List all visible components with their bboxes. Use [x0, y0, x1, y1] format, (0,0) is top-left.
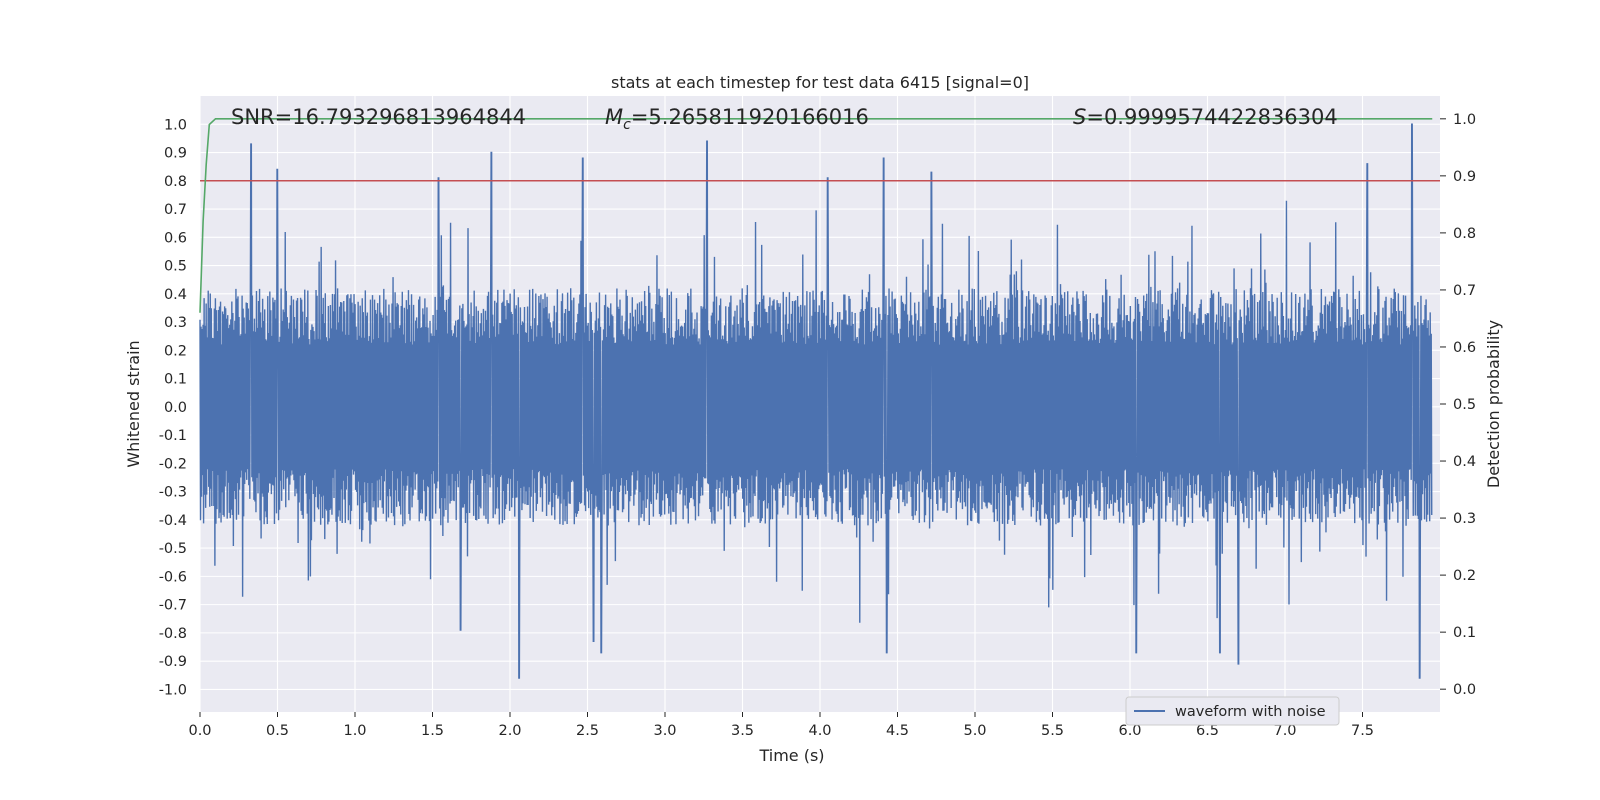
y-left-tick-label: 1.0 — [164, 117, 187, 133]
y-left-tick-label: 0.7 — [164, 202, 187, 218]
mc-value: =5.265811920166016 — [631, 105, 869, 129]
x-tick-label: 0.0 — [188, 723, 211, 739]
legend-label-waveform: waveform with noise — [1175, 704, 1326, 720]
y-right-tick-label: 0.6 — [1453, 340, 1476, 356]
x-tick-label: 3.0 — [653, 723, 676, 739]
y-left-tick-label: 0.4 — [164, 287, 187, 303]
mc-annotation: Mc=5.265811920166016 — [605, 105, 869, 133]
legend: waveform with noise — [1125, 696, 1340, 726]
s-symbol: S — [1073, 105, 1086, 129]
y-left-tick-label: 0.3 — [164, 315, 187, 331]
x-tick-label: 1.5 — [421, 723, 444, 739]
s-value: =0.9999574422836304 — [1086, 105, 1337, 129]
x-tick-label: 2.0 — [498, 723, 521, 739]
x-tick-label: 3.5 — [731, 723, 754, 739]
x-tick-label: 7.0 — [1273, 723, 1296, 739]
x-tick-label: 6.0 — [1118, 723, 1141, 739]
y-right-axis-label: Detection probability — [1484, 320, 1503, 488]
y-left-tick-label: -0.5 — [159, 541, 187, 557]
y-left-tick-label: -0.9 — [159, 654, 187, 670]
y-left-tick-label: 0.2 — [164, 343, 187, 359]
y-right-tick-label: 0.9 — [1453, 169, 1476, 185]
y-left-axis-label: Whitened strain — [124, 340, 143, 467]
y-right-tick-label: 0.3 — [1453, 511, 1476, 527]
y-right-tick-label: 0.8 — [1453, 226, 1476, 242]
y-left-tick-label: -1.0 — [159, 682, 187, 698]
y-right-tick-label: 0.5 — [1453, 397, 1476, 413]
y-left-tick-label: 0.1 — [164, 372, 187, 388]
y-left-tick-label: 0.8 — [164, 174, 187, 190]
y-right-tick-label: 0.7 — [1453, 283, 1476, 299]
y-left-tick-label: -0.6 — [159, 569, 187, 585]
x-tick-label: 7.5 — [1351, 723, 1374, 739]
x-axis-label: Time (s) — [758, 746, 824, 765]
x-tick-label: 6.5 — [1196, 723, 1219, 739]
y-left-tick-label: -0.7 — [159, 598, 187, 614]
series-detection-probability — [199, 118, 1433, 313]
x-axis-ticks: 0.0 0.5 1.0 1.5 2.0 2.5 3.0 3.5 4.0 4.5 5.0 5.5 6.0 6… — [188, 712, 1374, 739]
y-left-tick-label: 0.0 — [164, 400, 187, 416]
y-left-tick-label: 0.9 — [164, 146, 187, 162]
x-tick-label: 5.0 — [963, 723, 986, 739]
series-waveform-with-noise — [199, 123, 1433, 679]
mc-symbol: M — [605, 105, 623, 129]
legend-box — [1125, 696, 1340, 726]
y-left-tick-label: -0.2 — [159, 456, 187, 472]
y-left-tick-label: 0.5 — [164, 259, 187, 275]
x-tick-label: 4.0 — [808, 723, 831, 739]
overlay-lines — [199, 118, 1440, 313]
x-tick-label: 4.5 — [886, 723, 909, 739]
y-left-tick-label: -0.3 — [159, 485, 187, 501]
snr-annotation: SNR=16.793296813964844 — [231, 105, 526, 129]
y-left-tick-label: -0.4 — [159, 513, 187, 529]
y-right-tick-label: 0.0 — [1453, 682, 1476, 698]
mc-subscript: c — [623, 117, 631, 133]
y-right-tick-label: 0.4 — [1453, 454, 1476, 470]
chart-title: stats at each timestep for test data 641… — [611, 73, 1029, 92]
y-right-tick-label: 0.2 — [1453, 568, 1476, 584]
y-left-tick-label: -0.8 — [159, 626, 187, 642]
x-tick-label: 0.5 — [266, 723, 289, 739]
y-right-axis-ticks: 1.0 0.9 0.8 0.7 0.6 0.5 0.4 0.3 0.2 0.1 0.0 — [1440, 112, 1476, 698]
y-left-tick-label: 0.6 — [164, 230, 187, 246]
s-annotation: S=0.9999574422836304 — [1073, 105, 1338, 129]
y-right-tick-label: 0.1 — [1453, 625, 1476, 641]
y-right-tick-label: 1.0 — [1453, 112, 1476, 128]
y-left-axis-ticks: 1.0 0.9 0.8 0.7 0.6 0.5 0.4 0.3 0.2 0.1 0.0 -0.1 -0.… — [159, 117, 187, 698]
x-tick-label: 1.0 — [343, 723, 366, 739]
y-left-tick-label: -0.1 — [159, 428, 187, 444]
x-tick-label: 2.5 — [576, 723, 599, 739]
x-tick-label: 5.5 — [1041, 723, 1064, 739]
waveform-series — [199, 123, 1433, 679]
